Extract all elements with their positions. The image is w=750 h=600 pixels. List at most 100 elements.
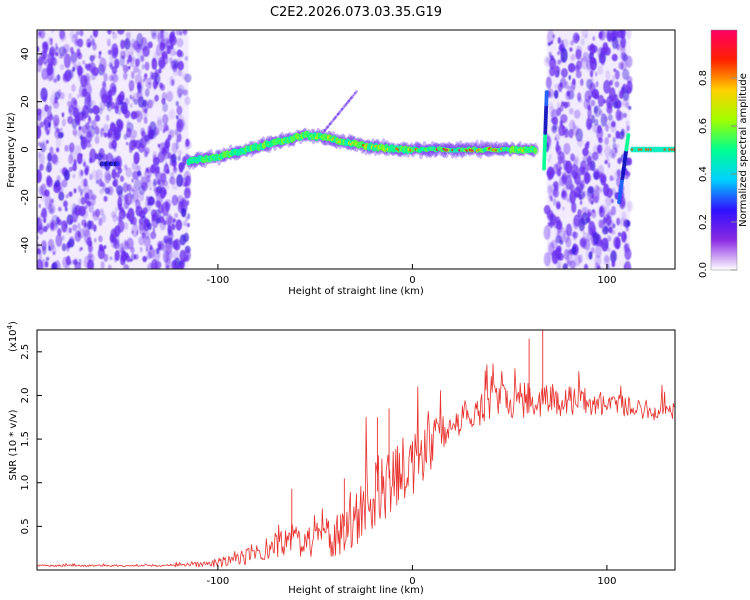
noise-speck <box>596 146 601 153</box>
noise-speck <box>143 116 148 125</box>
noise-speck <box>611 121 616 128</box>
noise-speck <box>177 155 181 162</box>
noise-speck <box>581 55 589 70</box>
noise-speck <box>150 231 157 240</box>
noise-speck <box>41 87 44 92</box>
noise-speck <box>117 30 125 35</box>
noise-speck <box>607 162 611 169</box>
noise-speck <box>610 198 614 204</box>
noise-speck <box>38 153 45 166</box>
noise-speck <box>51 198 54 204</box>
noise-speck <box>143 217 149 225</box>
noise-speck <box>53 117 60 126</box>
noise-speck <box>180 119 186 127</box>
figure-title: C2E2.2026.073.03.35.G19 <box>270 5 442 20</box>
noise-speck <box>147 99 154 109</box>
noise-speck <box>621 100 625 107</box>
noise-speck <box>554 83 559 90</box>
noise-speck <box>594 93 599 100</box>
noise-speck <box>160 30 164 34</box>
noise-speck <box>559 155 564 162</box>
noise-speck <box>124 241 130 251</box>
noise-speck <box>157 143 161 148</box>
noise-speck <box>49 56 57 66</box>
noise-speck <box>604 46 611 56</box>
noise-speck <box>65 264 70 269</box>
noise-speck <box>550 40 554 45</box>
noise-speck <box>167 152 172 159</box>
noise-speck <box>156 190 164 205</box>
signal-tail-core <box>672 148 675 151</box>
noise-speck <box>583 171 590 185</box>
noise-speck <box>129 102 133 108</box>
noise-speck <box>90 34 93 39</box>
noise-speck <box>125 141 129 146</box>
noise-speck <box>618 131 625 140</box>
noise-speck <box>148 196 156 206</box>
noise-speck <box>152 156 160 166</box>
noise-speck <box>162 128 166 134</box>
noise-speck <box>605 70 611 81</box>
noise-speck <box>55 137 62 148</box>
noise-speck <box>575 165 580 171</box>
noise-speck <box>80 188 84 195</box>
noise-speck <box>607 247 611 252</box>
noise-speck <box>606 235 612 242</box>
noise-speck <box>612 98 616 104</box>
noise-speck <box>93 224 97 232</box>
noise-speck <box>184 153 189 161</box>
noise-speck <box>158 203 165 214</box>
noise-speck <box>153 248 161 262</box>
snr-y-tick-label: 1.5 <box>20 431 31 447</box>
noise-speck <box>600 175 607 186</box>
noise-speck <box>183 187 191 199</box>
noise-speck <box>563 159 569 171</box>
noise-speck <box>72 163 77 172</box>
signal-blob <box>115 161 120 167</box>
noise-speck <box>173 166 177 171</box>
noise-speck <box>55 147 60 153</box>
noise-speck <box>144 134 149 142</box>
noise-speck <box>133 151 140 165</box>
noise-speck <box>172 66 179 76</box>
noise-speck <box>178 162 184 173</box>
noise-speck <box>63 200 68 208</box>
noise-speck <box>556 261 562 269</box>
noise-speck <box>163 189 167 196</box>
noise-speck <box>107 264 112 269</box>
noise-speck <box>627 105 632 110</box>
noise-speck <box>626 220 631 227</box>
noise-speck <box>118 209 126 220</box>
noise-speck <box>54 179 60 188</box>
spectrogram-y-tick-label: -40 <box>20 237 31 253</box>
signal-branch <box>340 107 344 111</box>
noise-speck <box>138 185 146 196</box>
noise-speck <box>543 204 551 215</box>
noise-speck <box>604 137 610 146</box>
noise-speck <box>37 45 40 53</box>
noise-speck <box>602 217 607 224</box>
noise-speck <box>171 58 179 70</box>
noise-speck <box>565 223 573 237</box>
noise-speck <box>80 30 84 36</box>
noise-speck <box>124 164 128 171</box>
spectrogram-y-tick-label: 20 <box>20 95 31 108</box>
noise-speck <box>51 261 58 269</box>
noise-speck <box>598 150 603 157</box>
noise-speck <box>70 202 78 216</box>
noise-speck <box>607 114 613 122</box>
noise-speck <box>37 122 42 131</box>
noise-speck <box>549 57 557 70</box>
noise-speck <box>561 171 568 184</box>
noise-speck <box>80 135 83 140</box>
noise-speck <box>59 168 63 174</box>
noise-speck <box>84 92 92 105</box>
noise-speck <box>168 109 176 120</box>
noise-speck <box>64 144 69 152</box>
noise-speck <box>115 171 121 179</box>
noise-speck <box>176 197 180 203</box>
noise-speck <box>167 229 173 236</box>
noise-speck <box>81 112 87 122</box>
noise-speck <box>114 206 119 212</box>
noise-speck <box>88 64 94 71</box>
